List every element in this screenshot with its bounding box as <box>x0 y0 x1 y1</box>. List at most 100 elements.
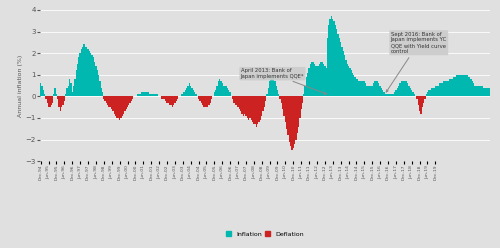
Bar <box>152 94 153 96</box>
Bar <box>318 66 319 96</box>
Bar <box>331 16 332 96</box>
Bar <box>162 96 164 98</box>
Bar <box>334 25 336 96</box>
Bar <box>473 83 474 96</box>
Bar <box>128 96 130 105</box>
Bar <box>407 83 408 96</box>
Bar <box>223 86 224 96</box>
Bar <box>381 88 382 96</box>
Bar <box>207 96 208 107</box>
Bar <box>304 86 306 96</box>
Bar <box>462 75 464 96</box>
Bar <box>412 92 414 96</box>
Bar <box>398 86 399 96</box>
Bar <box>148 92 149 96</box>
Bar <box>170 96 172 105</box>
Bar <box>126 96 127 109</box>
Bar <box>404 81 406 96</box>
Bar <box>315 66 316 96</box>
Bar <box>88 51 90 96</box>
Bar <box>419 96 420 112</box>
Bar <box>324 66 326 96</box>
Bar <box>214 92 215 96</box>
Bar <box>53 94 54 96</box>
Bar <box>332 19 334 96</box>
Bar <box>382 90 384 96</box>
Bar <box>210 96 211 103</box>
Bar <box>316 66 318 96</box>
Bar <box>257 96 258 124</box>
Bar <box>478 86 480 96</box>
Bar <box>442 81 444 96</box>
Bar <box>240 96 242 112</box>
Bar <box>132 96 134 98</box>
Bar <box>327 38 328 96</box>
Bar <box>77 64 78 96</box>
Bar <box>40 83 42 96</box>
Bar <box>354 77 356 96</box>
Bar <box>186 88 188 96</box>
Bar <box>394 92 396 96</box>
Legend: Inflation, Deflation: Inflation, Deflation <box>226 231 304 237</box>
Bar <box>94 62 96 96</box>
Bar <box>468 77 469 96</box>
Bar <box>449 79 450 96</box>
Bar <box>464 75 465 96</box>
Bar <box>44 94 46 96</box>
Bar <box>358 81 360 96</box>
Bar <box>218 81 219 96</box>
Bar <box>127 96 128 107</box>
Bar <box>219 79 220 96</box>
Bar <box>266 94 268 96</box>
Bar <box>290 96 292 146</box>
Bar <box>428 90 430 96</box>
Bar <box>390 94 392 96</box>
Bar <box>192 90 194 96</box>
Bar <box>68 86 69 96</box>
Bar <box>361 81 362 96</box>
Bar <box>182 94 184 96</box>
Bar <box>119 96 120 120</box>
Bar <box>296 96 298 133</box>
Bar <box>384 94 386 96</box>
Bar <box>227 88 228 96</box>
Bar <box>124 96 126 112</box>
Bar <box>264 96 265 107</box>
Bar <box>422 96 423 107</box>
Bar <box>482 86 484 96</box>
Bar <box>458 75 460 96</box>
Bar <box>480 86 481 96</box>
Bar <box>138 94 140 96</box>
Bar <box>98 75 99 96</box>
Bar <box>326 68 327 96</box>
Bar <box>350 70 352 96</box>
Bar <box>314 64 315 96</box>
Bar <box>60 96 61 112</box>
Bar <box>408 86 410 96</box>
Bar <box>104 96 106 101</box>
Bar <box>481 86 482 96</box>
Bar <box>348 66 349 96</box>
Bar <box>270 77 272 96</box>
Bar <box>261 96 262 116</box>
Bar <box>376 81 377 96</box>
Bar <box>262 96 264 112</box>
Bar <box>130 96 131 103</box>
Bar <box>72 92 73 96</box>
Bar <box>370 86 372 96</box>
Bar <box>488 88 490 96</box>
Bar <box>120 96 122 118</box>
Bar <box>181 94 182 96</box>
Bar <box>168 96 169 103</box>
Bar <box>228 90 230 96</box>
Bar <box>392 94 394 96</box>
Bar <box>269 81 270 96</box>
Bar <box>386 94 388 96</box>
Bar <box>86 47 88 96</box>
Bar <box>111 96 112 109</box>
Bar <box>465 75 466 96</box>
Bar <box>284 96 286 122</box>
Bar <box>353 75 354 96</box>
Bar <box>200 96 202 103</box>
Bar <box>366 86 368 96</box>
